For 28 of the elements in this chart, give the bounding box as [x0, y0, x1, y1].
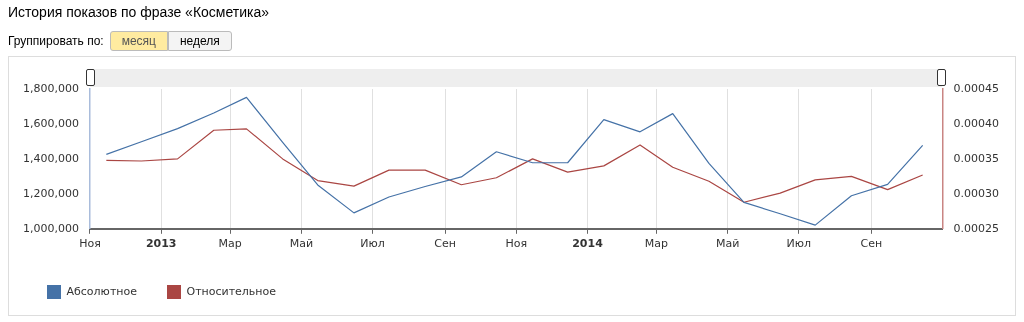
x-tick-label: Мар	[644, 237, 669, 251]
y-tick-label: 1,000,000	[23, 221, 79, 235]
x-tick-label: Июл	[360, 237, 385, 251]
y-tick-label: 1,400,000	[23, 151, 79, 165]
y-tick-label: 1,800,000	[23, 81, 79, 95]
x-tick-label: Май	[289, 237, 314, 251]
y2-tick-label: 0.00035	[953, 151, 1000, 165]
legend-label: Абсолютное	[66, 284, 138, 298]
y2-tick-label: 0.00045	[953, 81, 1000, 95]
x-tick-label: 2014	[572, 237, 604, 251]
x-tick-label: Сен	[860, 237, 883, 251]
text: Группировать по:	[8, 34, 104, 48]
x-tick-label: Мар	[218, 237, 242, 251]
text: месяц	[109, 31, 168, 51]
y2-tick-label: 0.00025	[953, 221, 1000, 235]
x-tick-label: Сен	[434, 237, 456, 251]
y2-tick-label: 0.00030	[953, 186, 1000, 200]
x-tick-label: Ноя	[79, 237, 101, 251]
x-tick-label: Июл	[786, 237, 812, 251]
text: неделя	[167, 31, 232, 51]
y2-tick-label: 0.00040	[953, 116, 1000, 130]
x-tick-label: Май	[715, 237, 740, 251]
x-tick-label: Ноя	[505, 237, 528, 251]
x-tick-label: 2013	[145, 237, 177, 251]
y-tick-label: 1,200,000	[23, 186, 79, 200]
y-tick-label: 1,600,000	[23, 116, 79, 130]
chart-title: История показов по фразе «Косметика»	[8, 4, 271, 20]
legend-label: Относительное	[186, 284, 277, 298]
